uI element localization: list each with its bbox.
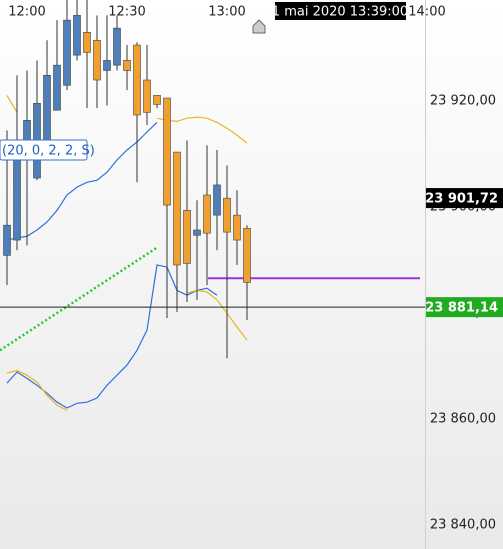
candle-body [203, 194, 211, 234]
candle-body [243, 228, 251, 283]
indicator-label: (20, 0, 2, 2, S) [2, 144, 95, 159]
x-tick-label: 12:30 [108, 5, 145, 20]
band-line [6, 369, 68, 411]
price-marker-label: 23 901,72 [425, 192, 498, 207]
home-icon[interactable] [252, 19, 266, 34]
band-line [6, 95, 18, 113]
candle-body [163, 97, 171, 206]
candle-body [53, 64, 61, 111]
band-line [156, 116, 248, 144]
candle-body [113, 27, 121, 66]
candle-body [133, 44, 141, 116]
candle-body [43, 74, 51, 141]
y-tick-label: 23 920,00 [430, 94, 496, 109]
candle-body [123, 60, 131, 71]
x-tick-label: 13:00 [208, 5, 245, 20]
cursor-box [275, 2, 406, 20]
candle-body [13, 159, 21, 241]
price-marker-box [426, 297, 503, 318]
candle-body [3, 224, 11, 256]
price-marker-box [426, 188, 503, 209]
candle-body [93, 39, 101, 81]
candle-body [213, 184, 221, 216]
price-marker-label: 23 881,14 [425, 301, 498, 316]
cursor-label: 1 mai 2020 13:39:00 [272, 5, 408, 20]
candle-body [103, 60, 111, 71]
candle-body [83, 32, 91, 53]
y-tick-label: 23 860,00 [430, 412, 496, 427]
candle-body [73, 15, 81, 56]
x-tick-label: 12:00 [8, 5, 45, 20]
labels: (20, 0, 2, 2, S) 1 mai 2020 13:39:00 [0, 2, 408, 161]
candle-body [223, 197, 231, 233]
candle-body [63, 19, 71, 86]
y-tick-label: 23 840,00 [430, 518, 496, 533]
candle-body [193, 229, 201, 236]
candle-body [183, 210, 191, 264]
band-line [6, 121, 158, 241]
candle-body [153, 95, 161, 105]
candle-body [173, 151, 181, 266]
x-tick-label: 14:00 [408, 5, 445, 20]
candle-body [143, 79, 151, 113]
indicator-box [0, 139, 88, 161]
candle-body [233, 214, 241, 241]
